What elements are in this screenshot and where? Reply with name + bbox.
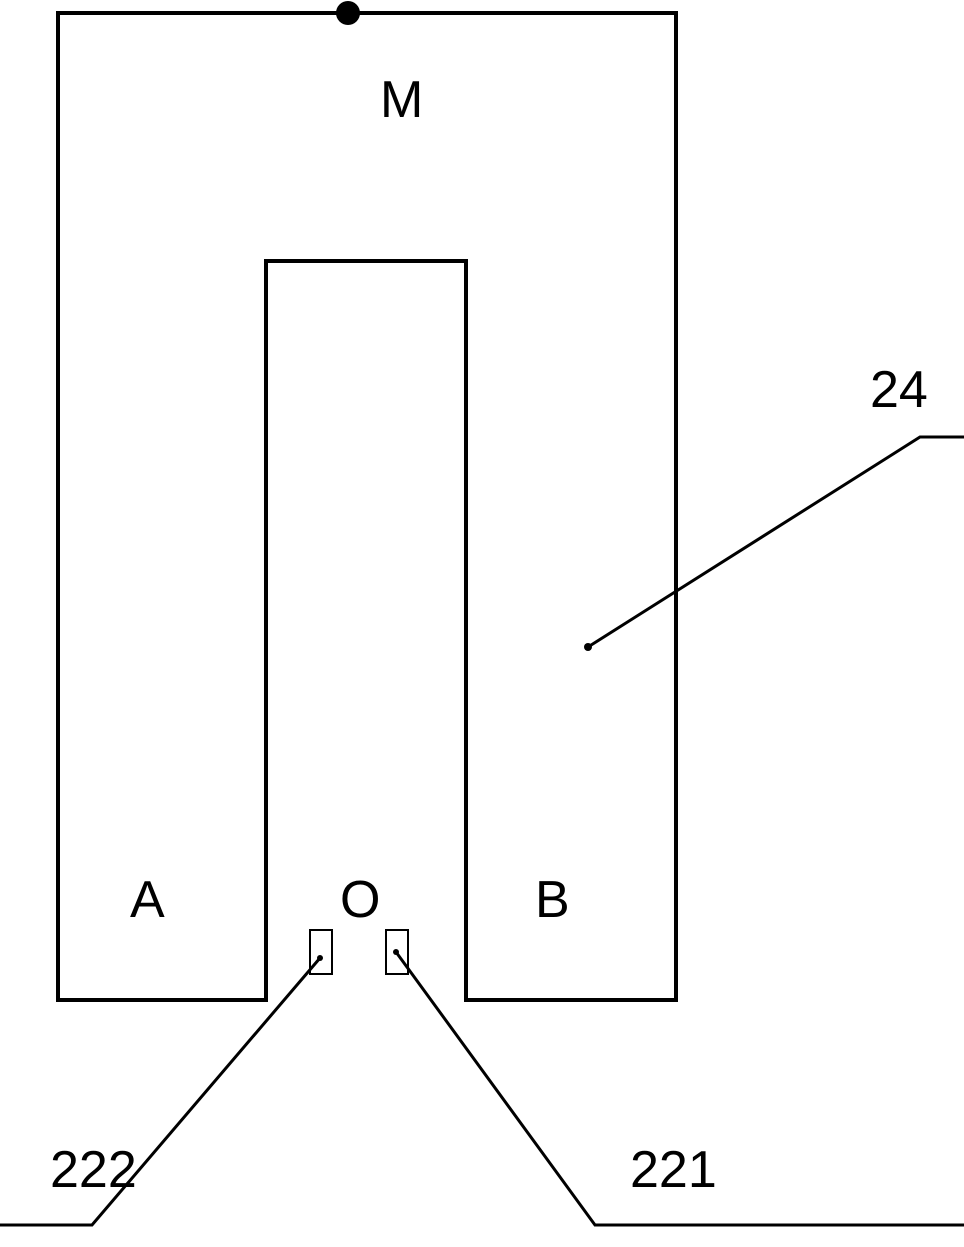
label-M: M (380, 70, 423, 130)
top-dot-icon (336, 1, 360, 25)
schematic-svg (0, 0, 964, 1247)
label-B: B (535, 870, 570, 930)
label-ref-221: 221 (630, 1140, 717, 1200)
diagram-container: M A O B 24 222 221 (0, 0, 964, 1247)
label-ref-222: 222 (50, 1140, 137, 1200)
u-shape-body (58, 13, 676, 1000)
label-A: A (130, 870, 165, 930)
label-O: O (340, 870, 380, 930)
label-ref-24: 24 (870, 360, 928, 420)
